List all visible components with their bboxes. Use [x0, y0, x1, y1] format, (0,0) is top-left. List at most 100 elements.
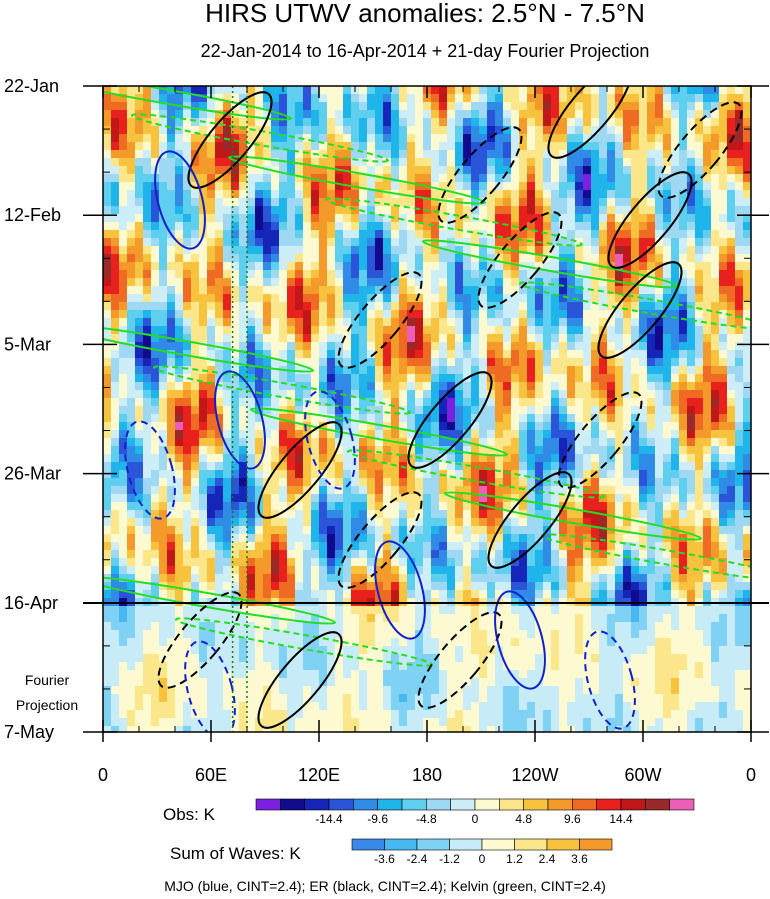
colorbar-swatch — [579, 838, 613, 851]
colorbar-swatch — [328, 798, 354, 811]
er-contour — [657, 101, 743, 199]
er-contour — [337, 491, 423, 589]
colorbar-tick-label: 3.6 — [571, 852, 588, 866]
anomaly-field — [103, 86, 751, 732]
colorbar-swatch — [547, 798, 573, 811]
colorbar-tick-label: 1.2 — [506, 852, 523, 866]
projection-label-line1: Fourier — [25, 672, 70, 688]
colorbar-swatch — [280, 798, 305, 811]
obs-colorbar-label: Obs: K — [163, 805, 216, 824]
mjo-contour — [154, 150, 206, 250]
colorbar-swatch — [351, 838, 385, 851]
er-contour — [597, 261, 683, 359]
colorbar-swatch — [523, 798, 549, 811]
chart-title: HIRS UTWV anomalies: 2.5°N - 7.5°N — [205, 0, 645, 28]
colorbar-tick-label: -1.2 — [439, 852, 460, 866]
kelvin-contour — [103, 323, 315, 373]
mjo-contour — [374, 540, 426, 640]
colorbar-swatch — [546, 838, 580, 851]
waves-colorbar: -3.6 -2.4 -1.2 0 1.2 2.4 3.6 — [351, 838, 613, 866]
mjo-contour — [124, 420, 176, 520]
er-contour — [157, 591, 243, 689]
projection-label-line2: Projection — [16, 697, 78, 713]
er-contour — [547, 86, 633, 159]
y-tick-label: 22-Jan — [4, 76, 59, 96]
x-tick-label: 60W — [624, 765, 661, 785]
colorbar-tick-label: 0 — [472, 812, 479, 826]
colorbar-swatch — [255, 798, 281, 811]
colorbar-tick-label: 9.6 — [564, 812, 581, 826]
mjo-contour — [304, 390, 356, 490]
kelvin-contour — [346, 449, 606, 499]
colorbar-swatch — [572, 798, 597, 811]
colorbar-swatch — [596, 798, 622, 811]
waves-colorbar-label: Sum of Waves: K — [170, 844, 301, 863]
colorbar-swatch — [377, 798, 403, 811]
mjo-contour — [494, 590, 546, 690]
x-axis: 0 60E 120E 180 120W 60W 0 — [98, 86, 756, 785]
colorbar-swatch — [353, 798, 378, 811]
colorbar-swatch — [514, 838, 548, 851]
er-contour — [437, 126, 523, 224]
colorbar-tick-label: -2.4 — [407, 852, 428, 866]
colorbar-swatch — [450, 798, 476, 811]
chart-subtitle: 22-Jan-2014 to 16-Apr-2014 + 21-day Four… — [201, 41, 650, 61]
chart-caption: MJO (blue, CINT=2.4); ER (black, CINT=2.… — [164, 878, 606, 894]
y-axis: 22-Jan 12-Feb 5-Mar 26-Mar 16-Apr 7-May — [4, 76, 769, 742]
y-tick-label: 12-Feb — [4, 205, 61, 225]
obs-colorbar: -14.4 -9.6 -4.8 0 4.8 9.6 14.4 — [255, 798, 695, 826]
colorbar-swatch — [499, 798, 524, 811]
er-contour — [407, 371, 493, 469]
mjo-contour — [584, 630, 636, 730]
er-contour — [417, 611, 503, 709]
colorbar-swatch — [384, 838, 418, 851]
colorbar-swatch — [645, 798, 670, 811]
colorbar-tick-label: -14.4 — [315, 812, 343, 826]
er-contour — [257, 631, 343, 729]
y-tick-label: 16-Apr — [4, 593, 58, 613]
x-tick-label: 0 — [746, 765, 756, 785]
colorbar-swatch — [426, 798, 451, 811]
x-tick-label: 60E — [195, 765, 227, 785]
er-contour — [337, 271, 423, 369]
kelvin-contour — [324, 197, 584, 247]
kelvin-contour — [152, 365, 412, 415]
mjo-contour — [214, 370, 266, 470]
colorbar-swatch — [481, 838, 515, 851]
er-contour — [257, 421, 343, 519]
er-contour — [487, 471, 573, 569]
colorbar-swatch — [304, 798, 330, 811]
colorbar-tick-label: -3.6 — [374, 852, 395, 866]
mjo-contour — [184, 640, 236, 732]
er-contour — [477, 211, 563, 309]
x-tick-label: 120W — [511, 765, 558, 785]
colorbar-tick-label: -4.8 — [416, 812, 437, 826]
kelvin-contour — [249, 407, 509, 457]
y-tick-label: 5-Mar — [4, 334, 51, 354]
er-contour — [557, 391, 643, 489]
colorbar-swatch — [416, 838, 450, 851]
colorbar-tick-label: 0 — [479, 852, 486, 866]
kelvin-contour — [103, 86, 293, 121]
kelvin-contour — [227, 155, 487, 205]
x-tick-label: 180 — [412, 765, 442, 785]
colorbar-swatch — [401, 798, 427, 811]
y-tick-label: 26-Mar — [4, 464, 61, 484]
wave-contours — [103, 86, 751, 732]
colorbar-swatch — [669, 798, 695, 811]
colorbar-swatch — [449, 838, 483, 851]
kelvin-contour — [518, 281, 751, 331]
x-tick-label: 0 — [98, 765, 108, 785]
colorbar-swatch — [474, 798, 500, 811]
kelvin-contour — [443, 491, 703, 541]
er-contour — [187, 91, 273, 189]
y-tick-label: 7-May — [4, 722, 54, 742]
x-tick-label: 120E — [298, 765, 340, 785]
colorbar-swatch — [620, 798, 646, 811]
colorbar-tick-label: 4.8 — [515, 812, 532, 826]
er-contour — [607, 171, 693, 269]
colorbar-tick-label: 14.4 — [609, 812, 633, 826]
colorbar-tick-label: 2.4 — [539, 852, 556, 866]
colorbar-tick-label: -9.6 — [367, 812, 388, 826]
